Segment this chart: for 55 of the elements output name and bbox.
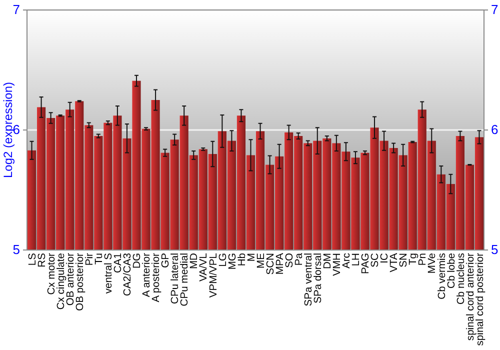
x-tick-label: SPa dorsal xyxy=(312,253,324,304)
x-tick-label: M xyxy=(246,253,258,262)
x-tick-label: CA2/CA3 xyxy=(122,252,134,296)
y2-tick-label: 5 xyxy=(491,242,498,258)
x-tick-label: LG xyxy=(218,253,229,267)
x-tick-label: Cb nucleus xyxy=(456,253,467,305)
x-tick-label: CPu lateral xyxy=(170,253,182,304)
x-tick-label: OB anterior xyxy=(65,252,76,306)
x-tick-label: SO xyxy=(284,253,296,268)
x-tick-label: spinal cord anterior xyxy=(465,252,476,341)
x-tick-label: LS xyxy=(27,252,38,266)
x-tick-label: ventral S xyxy=(104,252,115,294)
x-tick-label: DG xyxy=(132,253,144,268)
x-tick-label: A anterior xyxy=(142,252,153,298)
x-tick-label: IC xyxy=(380,252,391,264)
x-tick-label: LH xyxy=(351,253,362,266)
x-tick-label: SN xyxy=(398,253,410,268)
x-tick-label: Hb xyxy=(236,252,248,266)
x-tick-label: Cb vermis xyxy=(436,253,448,300)
x-tick-label: Pn xyxy=(418,252,429,266)
x-tick-label: RS xyxy=(36,252,48,268)
x-tick-label: MPA xyxy=(274,252,286,275)
y-tick-label: 5 xyxy=(12,242,20,258)
x-tick-label: A posterior xyxy=(151,252,162,302)
x-tick-label: SC xyxy=(370,252,382,268)
x-tick-label: VPM/VPL xyxy=(208,252,220,298)
x-tick-label: Pa xyxy=(294,252,305,266)
y2-tick-label: 7 xyxy=(491,2,498,18)
x-tick-label: Cb lobe xyxy=(446,252,458,288)
y-axis-title: Log2 (expression) xyxy=(1,82,15,178)
x-tick-label: MD xyxy=(189,253,200,270)
x-tick-label: GP xyxy=(160,252,172,268)
x-tick-label: Tg xyxy=(408,252,420,266)
x-tick-label: CA1 xyxy=(113,252,124,274)
x-tick-label: MVe xyxy=(427,252,438,274)
x-tick-label: SPa ventral xyxy=(303,253,314,306)
x-tick-label: Arc xyxy=(342,253,353,268)
y-tick-label: 7 xyxy=(12,2,20,18)
x-tick-label: Tu xyxy=(94,252,106,265)
x-tick-label: VMH xyxy=(332,253,344,276)
x-tick-label: VA/VL xyxy=(198,252,210,282)
x-tick-label: DM xyxy=(322,253,334,270)
x-tick-label: PAG xyxy=(360,253,372,274)
x-tick-label: Cx cingulate xyxy=(56,252,67,310)
x-tick-label: spinal cord posterior xyxy=(474,252,486,346)
x-tick-label: VTA xyxy=(389,252,400,272)
x-tick-label: ME xyxy=(256,252,267,268)
y2-tick-label: 6 xyxy=(491,122,498,138)
x-tick-label: MG xyxy=(227,253,238,270)
x-tick-label: OB posterior xyxy=(74,252,86,311)
x-tick-label: CPu medial xyxy=(180,253,191,306)
x-tick-label: SCN xyxy=(265,253,276,275)
y-tick-label: 6 xyxy=(12,122,20,138)
x-tick-label: Pir xyxy=(84,252,96,266)
x-tick-label: Cx motor xyxy=(46,252,58,295)
